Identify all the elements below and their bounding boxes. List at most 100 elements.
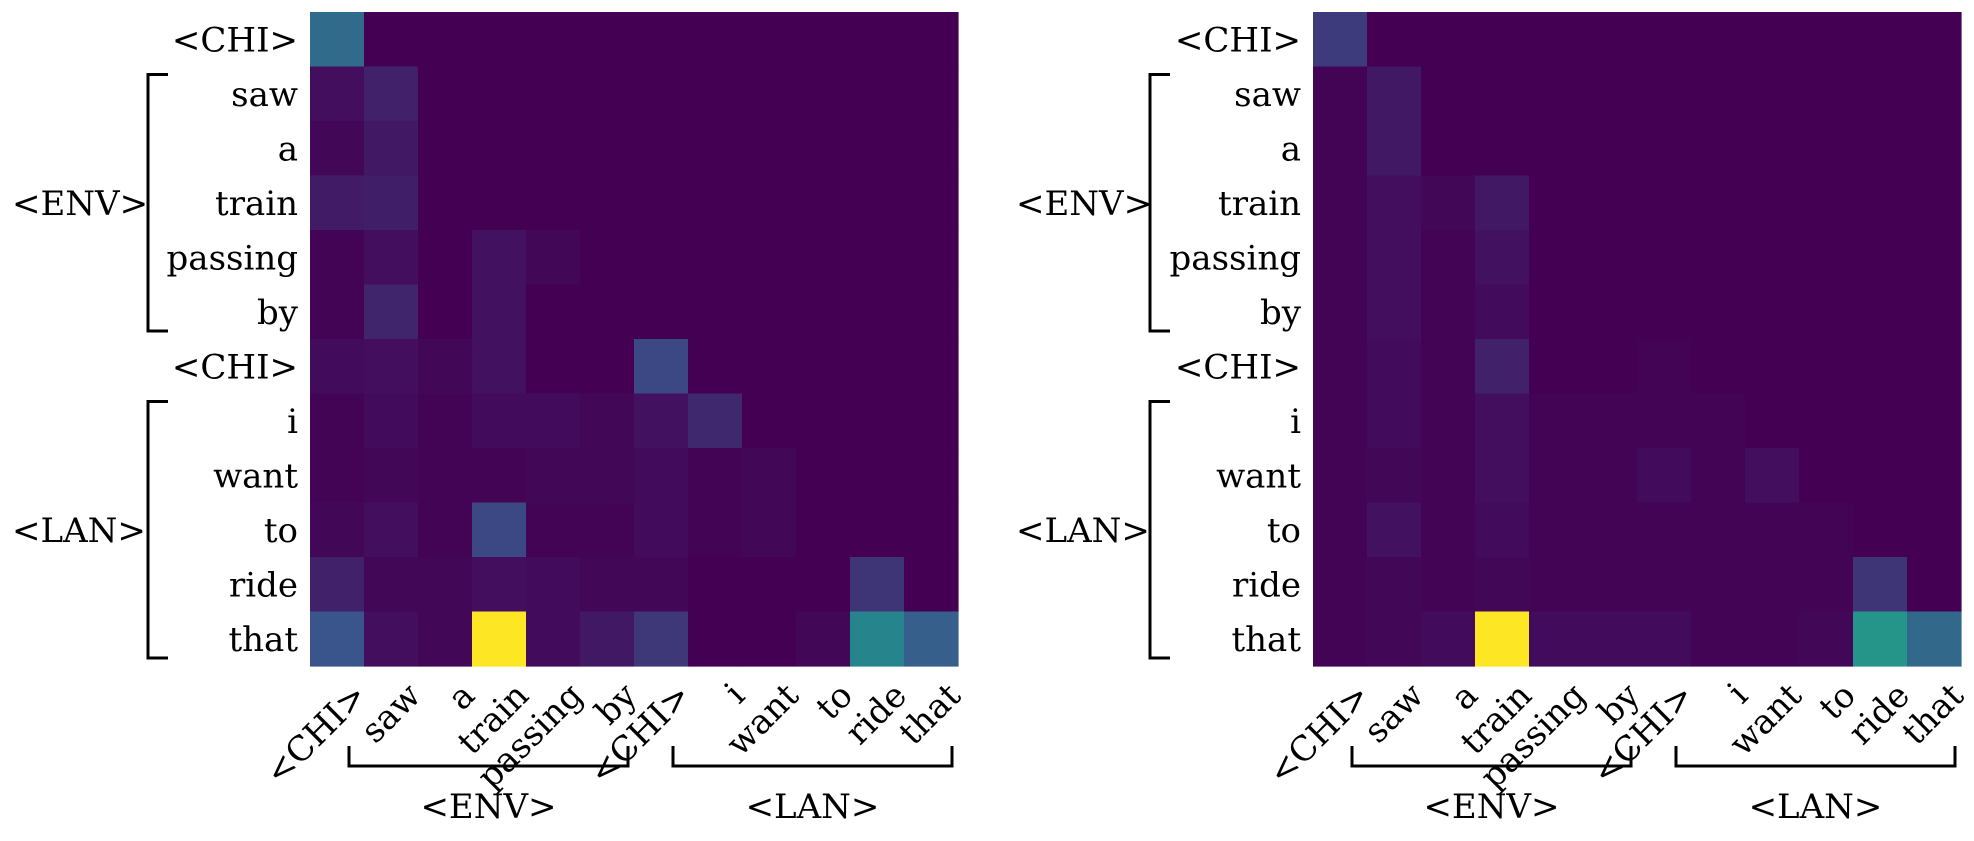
heatmap-cell-r8-c8 xyxy=(742,448,797,504)
heatmap-cell-r4-c3 xyxy=(472,230,527,286)
heatmap-cell-r8-c11 xyxy=(1907,448,1962,504)
row-tick-label: want xyxy=(213,456,298,496)
heatmap-cell-r7-c7 xyxy=(688,393,743,449)
heatmap-cell-r8-c1 xyxy=(364,448,419,504)
heatmap-cell-r10-c8 xyxy=(742,557,797,613)
heatmap-cell-r0-c2 xyxy=(418,12,473,68)
heatmap-cell-r5-c8 xyxy=(742,284,797,340)
heatmap-cell-r6-c0 xyxy=(310,339,365,395)
heatmap-cell-r7-c3 xyxy=(1475,393,1530,449)
heatmap-cell-r4-c4 xyxy=(526,230,581,286)
heatmap-cell-r4-c6 xyxy=(634,230,689,286)
row-group-label: <LAN> xyxy=(12,511,146,551)
row-tick-label: i xyxy=(287,402,298,442)
heatmap-cell-r10-c3 xyxy=(472,557,527,613)
heatmap-cell-r6-c3 xyxy=(1475,339,1530,395)
heatmap-cell-r9-c4 xyxy=(526,502,581,558)
heatmap-cell-r8-c4 xyxy=(1529,448,1584,504)
heatmap-cell-r4-c8 xyxy=(1745,230,1800,286)
heatmap-cell-r5-c8 xyxy=(1745,284,1800,340)
heatmap-cell-r11-c1 xyxy=(364,611,419,667)
heatmap-cell-r4-c2 xyxy=(1421,230,1476,286)
heatmap-cell-r1-c3 xyxy=(1475,66,1530,122)
heatmap-cell-r9-c10 xyxy=(1853,502,1908,558)
heatmap-cell-r11-c9 xyxy=(796,611,851,667)
heatmap-cell-r7-c1 xyxy=(364,393,419,449)
heatmap-cell-r2-c5 xyxy=(1583,121,1638,177)
heatmap-cell-r2-c0 xyxy=(1313,121,1368,177)
heatmap-cell-r2-c8 xyxy=(742,121,797,177)
heatmap-cell-r1-c11 xyxy=(1907,66,1962,122)
heatmap-cell-r0-c5 xyxy=(580,12,635,68)
heatmap-cell-r4-c6 xyxy=(1637,230,1692,286)
heatmap-cell-r5-c11 xyxy=(1907,284,1962,340)
heatmap-cell-r11-c3 xyxy=(1475,611,1530,667)
heatmap-cell-r7-c10 xyxy=(850,393,905,449)
heatmap-cell-r2-c5 xyxy=(580,121,635,177)
heatmap-cell-r0-c7 xyxy=(688,12,743,68)
heatmap-cell-r8-c5 xyxy=(1583,448,1638,504)
heatmap-cell-r7-c4 xyxy=(526,393,581,449)
heatmap-cell-r10-c1 xyxy=(1367,557,1422,613)
heatmap-cell-r10-c0 xyxy=(1313,557,1368,613)
heatmap-cell-r6-c7 xyxy=(688,339,743,395)
heatmap-cell-r1-c5 xyxy=(1583,66,1638,122)
heatmap-cell-r3-c11 xyxy=(1907,175,1962,231)
heatmap-cell-r11-c8 xyxy=(1745,611,1800,667)
heatmap-cell-r0-c9 xyxy=(796,12,851,68)
heatmap-cell-r8-c0 xyxy=(310,448,365,504)
heatmap-cell-r0-c7 xyxy=(1691,12,1746,68)
heatmap-cell-r10-c5 xyxy=(1583,557,1638,613)
heatmap-cell-r10-c8 xyxy=(1745,557,1800,613)
heatmap-cell-r5-c6 xyxy=(1637,284,1692,340)
heatmap-cell-r4-c7 xyxy=(688,230,743,286)
heatmap-cell-r11-c10 xyxy=(850,611,905,667)
heatmap-cell-r6-c3 xyxy=(472,339,527,395)
heatmap-cell-r8-c0 xyxy=(1313,448,1368,504)
heatmap-cell-r3-c7 xyxy=(688,175,743,231)
row-tick-label: train xyxy=(215,184,298,224)
heatmap-cell-r3-c5 xyxy=(1583,175,1638,231)
heatmap-cell-r7-c6 xyxy=(634,393,689,449)
heatmap-cell-r10-c0 xyxy=(310,557,365,613)
heatmap-cell-r5-c1 xyxy=(1367,284,1422,340)
heatmap-cell-r7-c1 xyxy=(1367,393,1422,449)
heatmap-cell-r9-c6 xyxy=(1637,502,1692,558)
row-tick-label: a xyxy=(1281,129,1301,169)
heatmap-cell-r1-c1 xyxy=(1367,66,1422,122)
row-group-bracket xyxy=(1148,73,1170,333)
heatmap-cell-r5-c3 xyxy=(472,284,527,340)
heatmap-cell-r6-c2 xyxy=(1421,339,1476,395)
heatmap-cell-r6-c8 xyxy=(1745,339,1800,395)
heatmap-cell-r10-c2 xyxy=(418,557,473,613)
heatmap-cell-r9-c1 xyxy=(1367,502,1422,558)
heatmap-cell-r3-c10 xyxy=(850,175,905,231)
heatmap-cell-r0-c0 xyxy=(1313,12,1368,68)
heatmap-cell-r3-c6 xyxy=(1637,175,1692,231)
row-tick-label: passing xyxy=(1170,238,1301,278)
heatmap-cell-r5-c7 xyxy=(1691,284,1746,340)
heatmap-cell-r9-c9 xyxy=(1799,502,1854,558)
heatmap-cell-r3-c4 xyxy=(526,175,581,231)
heatmap-cell-r4-c3 xyxy=(1475,230,1530,286)
heatmap-cell-r1-c4 xyxy=(1529,66,1584,122)
col-tick-label: <CHI> xyxy=(1260,676,1377,793)
heatmap-cell-r2-c10 xyxy=(1853,121,1908,177)
heatmap-cell-r11-c10 xyxy=(1853,611,1908,667)
heatmap-cell-r10-c6 xyxy=(634,557,689,613)
heatmap-cell-r3-c5 xyxy=(580,175,635,231)
heatmap-cell-r3-c8 xyxy=(1745,175,1800,231)
heatmap-cell-r8-c4 xyxy=(526,448,581,504)
heatmap-cell-r9-c11 xyxy=(904,502,959,558)
heatmap-cell-r3-c7 xyxy=(1691,175,1746,231)
row-tick-label: by xyxy=(1260,293,1302,333)
heatmap-cell-r1-c2 xyxy=(1421,66,1476,122)
heatmap-cell-r9-c5 xyxy=(580,502,635,558)
heatmap-cell-r7-c8 xyxy=(742,393,797,449)
heatmap-cell-r7-c9 xyxy=(796,393,851,449)
heatmap-cell-r8-c2 xyxy=(1421,448,1476,504)
row-group-bracket xyxy=(146,400,168,660)
row-group-label: <LAN> xyxy=(1016,511,1150,551)
heatmap-cell-r6-c5 xyxy=(580,339,635,395)
